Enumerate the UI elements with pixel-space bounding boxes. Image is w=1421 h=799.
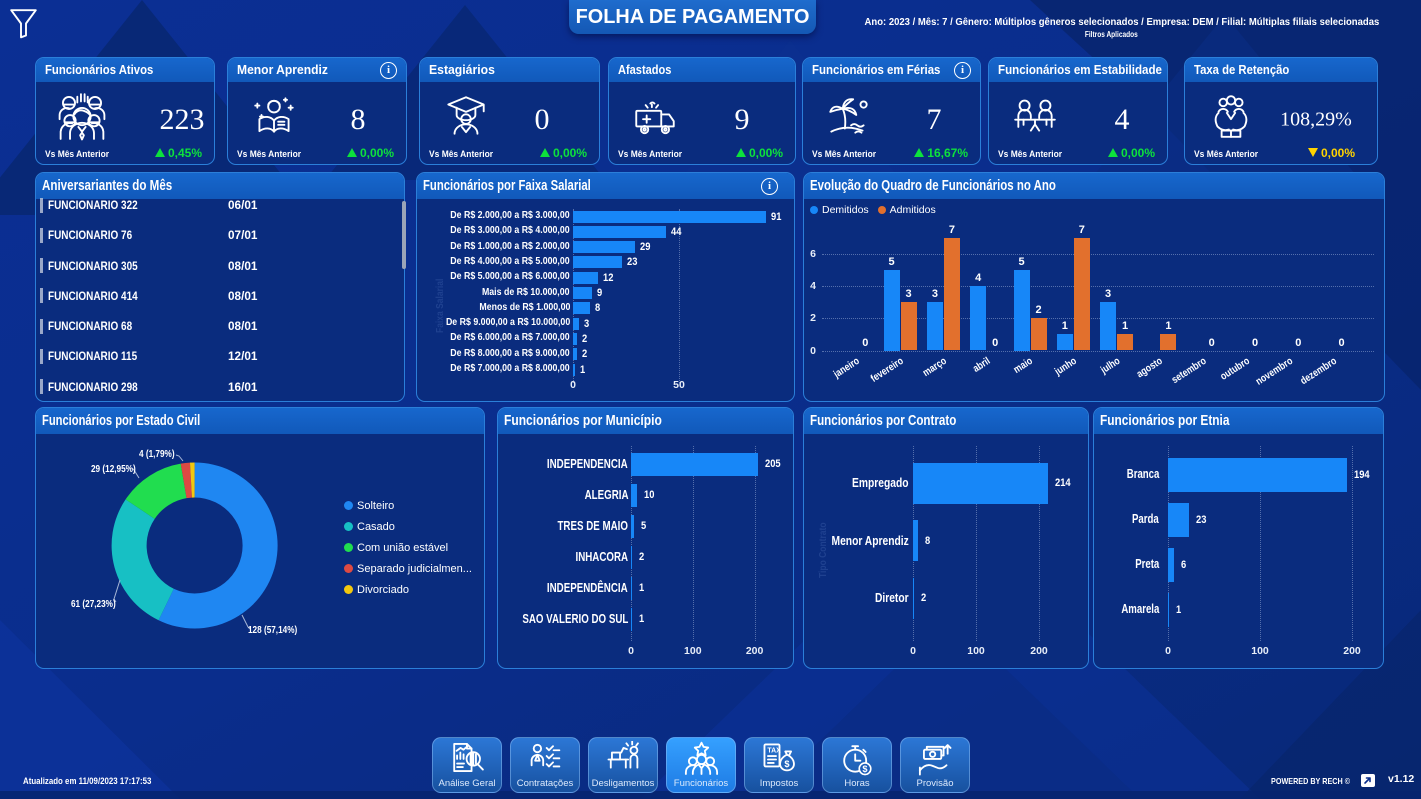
svg-text:TAX: TAX bbox=[767, 748, 781, 755]
svg-text:$: $ bbox=[862, 764, 868, 774]
svg-text:$: $ bbox=[784, 759, 790, 769]
